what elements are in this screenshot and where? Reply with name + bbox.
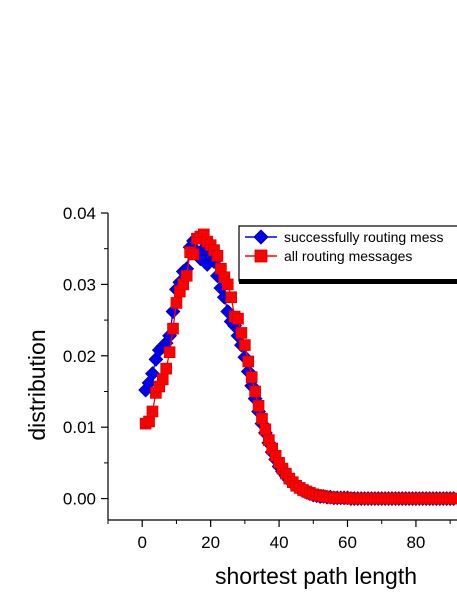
x-tick-label: 40	[270, 533, 289, 552]
data-point	[447, 492, 457, 505]
x-tick-label: 60	[338, 533, 357, 552]
data-point	[160, 362, 172, 375]
x-tick-label: 20	[201, 533, 220, 552]
data-point	[211, 250, 224, 262]
legend-box	[238, 225, 457, 282]
legend-marker-diamond	[253, 229, 269, 245]
data-point	[221, 278, 234, 291]
data-point	[235, 327, 248, 339]
legend-shadow	[239, 279, 457, 284]
data-point	[180, 270, 193, 282]
y-tick-label: 0.00	[63, 490, 96, 509]
x-tick-label: 0	[137, 533, 146, 552]
legend: successfully routing mess all routing me…	[238, 225, 457, 284]
data-point	[225, 291, 237, 304]
y-tick-label: 0.03	[63, 275, 96, 294]
x-tick-label: 80	[406, 533, 425, 552]
data-point	[146, 405, 159, 418]
legend-label-successfully: successfully routing mess	[284, 229, 444, 245]
data-point	[252, 399, 265, 412]
data-point	[259, 423, 272, 436]
data-point	[156, 373, 169, 386]
series-layer	[138, 228, 457, 507]
data-point	[232, 312, 244, 325]
data-point	[242, 355, 255, 368]
y-tick-label: 0.04	[63, 204, 96, 223]
y-tick-label: 0.02	[63, 347, 96, 366]
data-point	[256, 412, 268, 425]
axes-layer: 0 20 40 60 80 0.00 0.01 0.02 0.03 0.04	[63, 204, 457, 552]
legend-marker-square	[254, 249, 268, 263]
series-all-routing	[139, 228, 457, 505]
data-point	[145, 366, 160, 382]
x-axis-title: shortest path length	[215, 563, 417, 589]
legend-label-all: all routing messages	[284, 248, 412, 264]
data-point	[163, 346, 176, 359]
y-axis-title: distribution	[24, 329, 50, 440]
data-point	[141, 375, 157, 391]
data-point	[148, 351, 164, 367]
y-tick-label: 0.01	[63, 418, 96, 437]
data-point	[249, 385, 261, 398]
data-point	[245, 371, 258, 384]
data-point	[167, 322, 179, 335]
data-point	[187, 248, 200, 261]
data-point	[239, 339, 251, 351]
data-point	[170, 297, 183, 309]
data-point	[143, 415, 155, 428]
labels-layer: shortest path length distribution	[24, 329, 417, 589]
